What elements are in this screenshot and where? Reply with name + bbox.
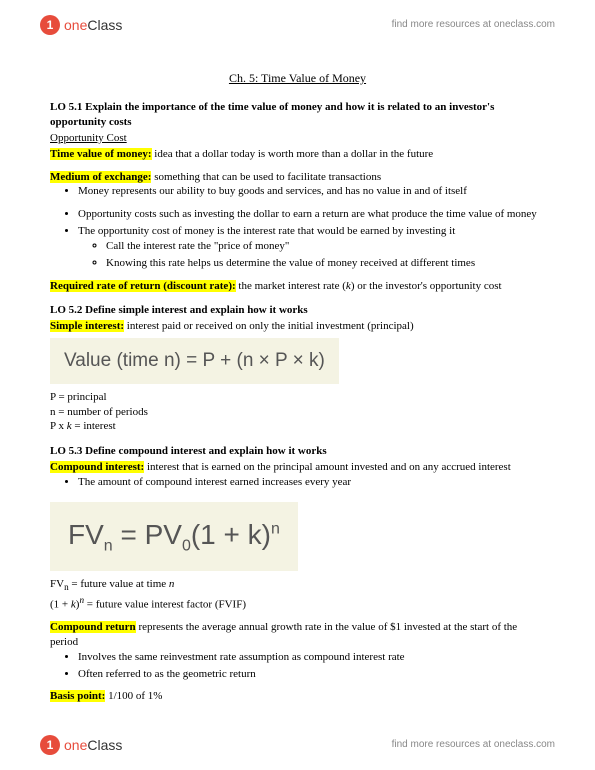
bp-term: Basis point: [50, 690, 105, 702]
ci-term: Compound interest: [50, 461, 144, 473]
compound-interest-definition: Compound interest: interest that is earn… [50, 460, 545, 475]
def-fvif: (1 + k)n = future value interest factor … [50, 594, 545, 613]
def-p: P = principal [50, 390, 545, 405]
moe-definition: Medium of exchange: something that can b… [50, 170, 545, 185]
compound-interest-formula: FVn = PV0(1 + k)n [50, 502, 298, 571]
list-item: Opportunity costs such as investing the … [78, 207, 545, 222]
footer-tagline: find more resources at oneclass.com [392, 738, 555, 752]
list-item: Often referred to as the geometric retur… [78, 667, 545, 682]
rrr-definition: Required rate of return (discount rate):… [50, 279, 545, 294]
tvm-definition: Time value of money: idea that a dollar … [50, 147, 545, 162]
list-item: The amount of compound interest earned i… [78, 475, 545, 490]
logo-text: oneClass [64, 16, 122, 35]
opportunity-cost-list: Opportunity costs such as investing the … [78, 207, 545, 270]
rrr-term: Required rate of return (discount rate): [50, 280, 236, 292]
list-item: Money represents our ability to buy good… [78, 184, 545, 199]
compound-interest-list: The amount of compound interest earned i… [78, 475, 545, 490]
basis-point-definition: Basis point: 1/100 of 1% [50, 689, 545, 704]
document-body: Ch. 5: Time Value of Money LO 5.1 Explai… [50, 70, 545, 704]
formula-definitions: P = principal n = number of periods P x … [50, 390, 545, 435]
logo-icon [40, 735, 60, 755]
cr-term: Compound return [50, 621, 136, 633]
header-tagline: find more resources at oneclass.com [392, 18, 555, 32]
brand-logo: oneClass [40, 15, 122, 35]
list-item: Involves the same reinvestment rate assu… [78, 650, 545, 665]
tvm-term: Time value of money: [50, 148, 152, 160]
si-term: Simple interest: [50, 320, 124, 332]
moe-list: Money represents our ability to buy good… [78, 184, 545, 199]
lo-5-1-heading: LO 5.1 Explain the importance of the tim… [50, 100, 545, 130]
list-item: The opportunity cost of money is the int… [78, 224, 545, 271]
list-item: Call the interest rate the "price of mon… [106, 239, 545, 254]
page-footer: oneClass find more resources at oneclass… [40, 735, 555, 755]
moe-term: Medium of exchange: [50, 171, 151, 183]
def-fvn: FVn = future value at time n [50, 577, 545, 594]
def-pk: P x k = interest [50, 419, 545, 434]
def-n: n = number of periods [50, 405, 545, 420]
simple-interest-formula: Value (time n) = P + (n × P × k) [50, 338, 339, 384]
simple-interest-definition: Simple interest: interest paid or receiv… [50, 319, 545, 334]
lo-5-3-heading: LO 5.3 Define compound interest and expl… [50, 444, 545, 459]
list-item: Knowing this rate helps us determine the… [106, 256, 545, 271]
brand-logo-footer: oneClass [40, 735, 122, 755]
logo-icon [40, 15, 60, 35]
page-header: oneClass find more resources at oneclass… [40, 15, 555, 35]
logo-text: oneClass [64, 736, 122, 755]
compound-return-list: Involves the same reinvestment rate assu… [78, 650, 545, 682]
opportunity-cost-subheading: Opportunity Cost [50, 131, 545, 146]
compound-return-definition: Compound return represents the average a… [50, 620, 545, 650]
chapter-title: Ch. 5: Time Value of Money [50, 70, 545, 86]
lo-5-2-heading: LO 5.2 Define simple interest and explai… [50, 303, 545, 318]
fv-definitions: FVn = future value at time n (1 + k)n = … [50, 577, 545, 612]
